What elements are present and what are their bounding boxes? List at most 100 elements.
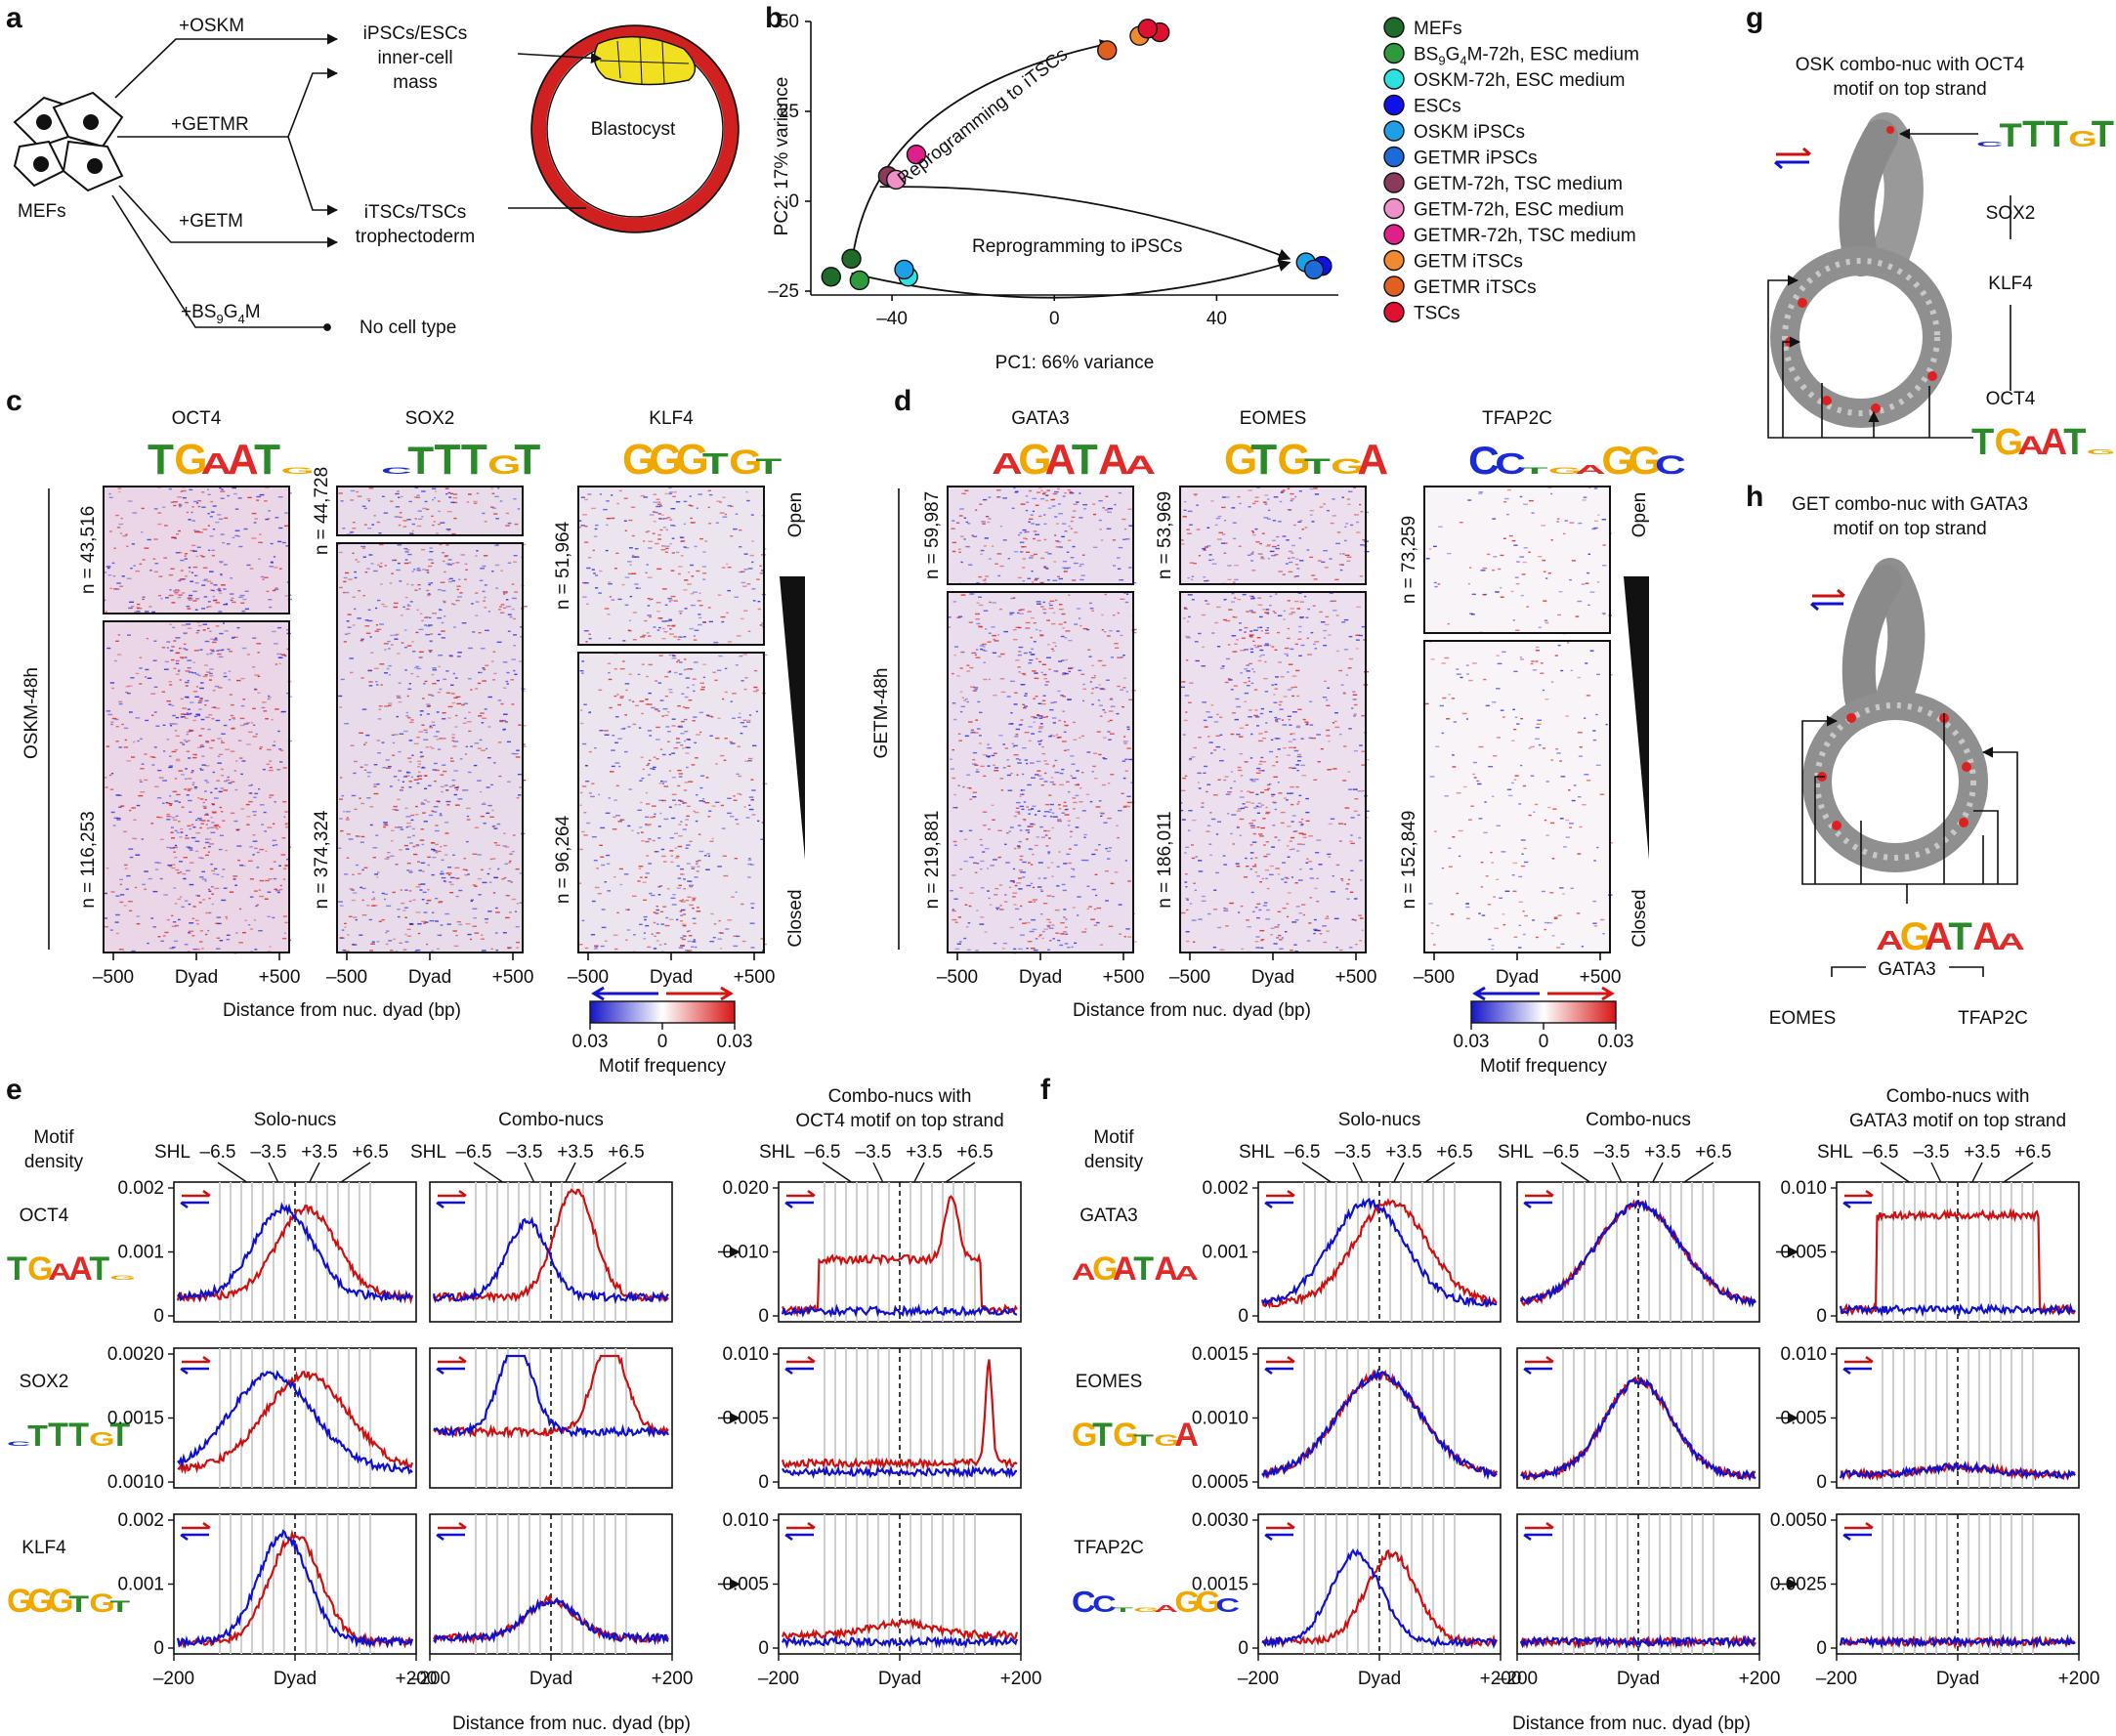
heatmap-mark	[1342, 553, 1345, 555]
arrow-getm	[118, 185, 339, 248]
heatmap-bg	[104, 487, 289, 614]
heatmap-mark	[268, 878, 273, 880]
heatmap-mark	[1100, 539, 1104, 541]
heatmap-mark	[186, 794, 190, 796]
heatmap-mark	[1346, 883, 1350, 885]
heatmap-mark	[288, 492, 292, 494]
heatmap-mark	[210, 511, 215, 513]
heatmap-mark	[240, 704, 245, 707]
heatmap-mark	[969, 666, 974, 669]
heatmap-mark	[963, 937, 967, 940]
heatmap-mark	[1047, 644, 1050, 646]
heatmap-mark	[597, 892, 602, 895]
heatmap-mark	[252, 840, 258, 842]
heatmap-mark	[963, 838, 968, 840]
group-label: GETM-48h	[871, 668, 892, 759]
heatmap-mark	[1287, 627, 1290, 630]
heatmap-mark	[982, 754, 988, 756]
heatmap-mark	[175, 673, 180, 675]
heatmap-mark	[210, 638, 214, 640]
heatmap-mark	[1014, 908, 1020, 910]
heatmap-mark	[1587, 604, 1590, 607]
heatmap-mark	[171, 536, 175, 539]
heatmap-mark	[1043, 772, 1047, 775]
heatmap-mark	[708, 523, 712, 525]
heatmap-mark	[982, 851, 986, 853]
heatmap-mark	[1067, 820, 1072, 823]
heatmap-mark	[1287, 600, 1291, 602]
heatmap-mark	[354, 608, 357, 611]
heatmap-mark	[712, 937, 716, 939]
heatmap-mark	[583, 630, 589, 632]
heatmap-mark	[1112, 614, 1116, 616]
heatmap-mark	[177, 670, 181, 672]
heatmap-mark	[656, 710, 660, 712]
heatmap-mark	[668, 806, 672, 808]
heatmap-mark	[713, 923, 717, 925]
heatmap-mark	[1241, 948, 1244, 951]
heatmap-mark	[646, 803, 651, 805]
heatmap-mark	[367, 528, 372, 529]
heatmap-mark	[130, 605, 135, 608]
heatmap-mark	[275, 708, 279, 710]
heatmap-mark	[367, 609, 371, 611]
heatmap-mark	[1300, 904, 1306, 906]
heatmap-mark	[447, 491, 451, 494]
heatmap-mark	[209, 535, 214, 537]
heatmap-mark	[474, 742, 480, 744]
heatmap-mark	[1313, 578, 1318, 580]
heatmap-mark	[432, 498, 435, 501]
heatmap-mark	[994, 894, 998, 896]
heatmap-mark	[1132, 941, 1137, 943]
heatmap-mark	[988, 496, 992, 498]
heatmap-mark	[210, 500, 214, 503]
heatmap-mark	[164, 660, 169, 663]
heatmap-mark	[1122, 538, 1126, 540]
heatmap-mark	[427, 624, 433, 626]
heatmap-mark	[1055, 546, 1061, 548]
heatmap-mark	[752, 690, 758, 693]
heatmap-mark	[1049, 809, 1052, 811]
heatmap-mark	[247, 496, 252, 499]
heatmap-mark	[1296, 843, 1302, 845]
heatmap-mark	[1060, 635, 1065, 638]
heatmap-mark	[998, 884, 1003, 886]
heatmap-mark	[455, 788, 459, 791]
heatmap-mark	[1040, 671, 1043, 674]
heatmap-mark	[643, 932, 646, 934]
heatmap-mark	[186, 750, 190, 752]
heatmap-mark	[1282, 573, 1287, 575]
heatmap-mark	[256, 499, 260, 501]
heatmap-mark	[683, 668, 687, 671]
heatmap-bg	[337, 487, 523, 535]
heatmap-mark	[999, 778, 1004, 780]
heatmap-mark	[185, 837, 190, 839]
heatmap-mark	[669, 542, 672, 545]
heatmap-mark	[1103, 631, 1107, 633]
heatmap-mark	[199, 798, 204, 800]
heatmap-mark	[1193, 493, 1199, 495]
heatmap-mark	[1232, 712, 1237, 714]
heatmap-mark	[1338, 553, 1342, 555]
heatmap-mark	[1221, 496, 1226, 498]
heatmap-mark	[606, 854, 611, 857]
heatmap-mark	[1280, 491, 1284, 493]
heatmap-mark	[199, 745, 205, 747]
heatmap-mark	[987, 756, 991, 758]
heatmap-mark	[409, 842, 413, 844]
heatmap-mark	[699, 682, 705, 684]
heatmap-mark	[679, 636, 685, 638]
heatmap-mark	[959, 887, 963, 889]
heatmap-mark	[369, 824, 373, 826]
heatmap-mark	[1019, 829, 1023, 831]
heatmap-mark	[1022, 922, 1027, 924]
heatmap-mark	[1291, 687, 1293, 689]
heatmap-mark	[484, 596, 487, 599]
heatmap-mark	[492, 762, 496, 764]
heatmap-mark	[1103, 737, 1107, 739]
heatmap-mark	[1323, 629, 1328, 632]
heatmap-mark	[403, 629, 407, 631]
heatmap-mark	[1025, 838, 1029, 840]
